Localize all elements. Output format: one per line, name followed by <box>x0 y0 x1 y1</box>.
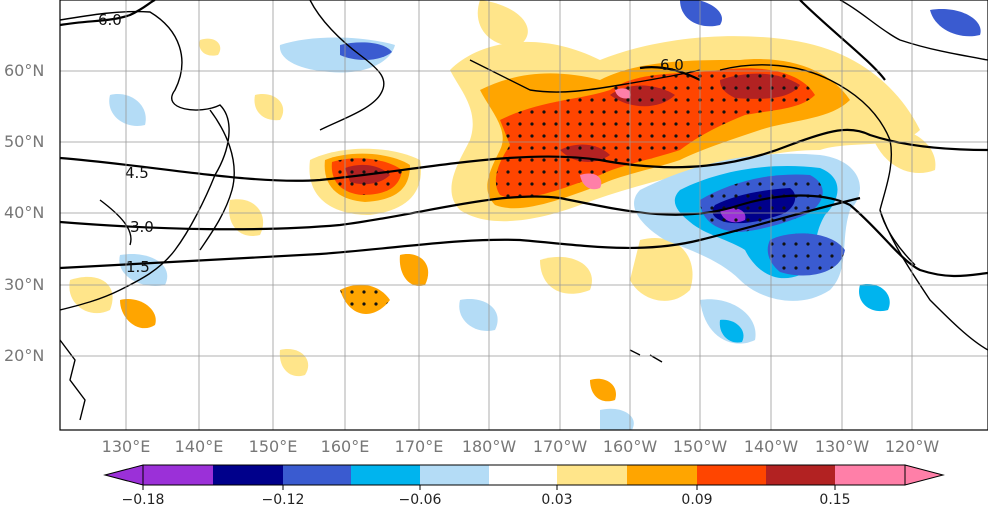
colorbar-tick-label: 0.15 <box>819 492 851 508</box>
significance-stippling <box>331 68 845 314</box>
lon-label: 140°E <box>174 437 224 456</box>
colorbar-segment <box>420 465 489 485</box>
colorbar-segment <box>143 465 213 485</box>
colorbar-tick-label: −0.12 <box>261 492 305 508</box>
lon-label: 180°W <box>461 437 517 456</box>
colorbar-segment <box>697 465 766 485</box>
lon-label: 170°W <box>532 437 588 456</box>
colorbar-segment <box>283 465 351 485</box>
contour-label: 6.0 <box>660 56 684 74</box>
colorbar-tick-label: −0.18 <box>121 492 165 508</box>
map-frame <box>59 0 988 431</box>
colorbar-segment <box>213 465 283 485</box>
contour-label: 6.0 <box>98 11 122 29</box>
colorbar-segment <box>904 464 945 486</box>
colorbar-segment <box>557 465 627 485</box>
lon-label: 150°E <box>248 437 298 456</box>
colorbar-segment <box>103 464 144 486</box>
contour-lines <box>60 0 988 278</box>
lon-label: 150°W <box>672 437 728 456</box>
lon-label: 170°E <box>394 437 444 456</box>
colorbar-segment <box>351 465 420 485</box>
lat-label: 20°N <box>4 346 45 365</box>
lat-label: 60°N <box>4 61 45 80</box>
lon-label: 120°W <box>884 437 940 456</box>
colorbar-segment <box>627 465 697 485</box>
lon-label: 140°W <box>743 437 799 456</box>
colorbar <box>103 464 945 490</box>
contour-label: 4.5 <box>125 164 149 182</box>
colorbar-segment <box>766 465 835 485</box>
lat-label: 30°N <box>4 275 45 294</box>
lat-label: 50°N <box>4 132 45 151</box>
lon-label: 160°E <box>320 437 370 456</box>
contour-label: 1.5 <box>126 258 150 276</box>
lon-label: 130°W <box>814 437 870 456</box>
colorbar-tick-label: 0.09 <box>681 492 713 508</box>
contour-label: 3.0 <box>130 218 154 236</box>
colorbar-segment <box>489 465 557 485</box>
lat-label: 40°N <box>4 203 45 222</box>
lon-label: 130°E <box>101 437 151 456</box>
colorbar-segment <box>835 465 905 485</box>
coastlines <box>60 0 988 421</box>
colorbar-tick-label: −0.06 <box>398 492 442 508</box>
map-plot-area <box>60 0 988 430</box>
colorbar-tick-label: 0.03 <box>541 492 573 508</box>
lon-label: 160°W <box>602 437 658 456</box>
map-gridlines <box>60 0 988 430</box>
